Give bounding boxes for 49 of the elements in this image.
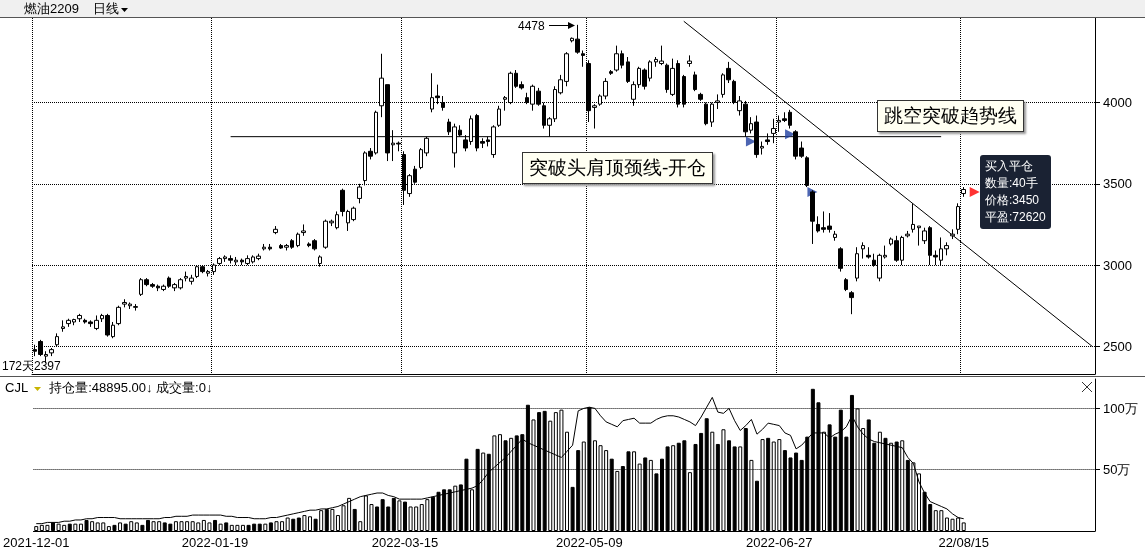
candlestick [116, 305, 121, 326]
y-tick-label: 3000 [1103, 257, 1132, 273]
candlestick [861, 241, 865, 260]
x-tick-label: 22/08/15 [938, 535, 990, 550]
candlestick [77, 313, 82, 323]
x-tick-label: 2022-06-27 [746, 535, 813, 550]
annotation: 突破头肩顶颈线-开仓 [522, 152, 714, 184]
candlestick [609, 69, 613, 76]
y-tick-label: 100万 [1103, 400, 1138, 416]
candlestick [301, 223, 306, 237]
y-tick-label: 50万 [1103, 462, 1131, 478]
candlestick [693, 71, 697, 92]
chart-title: CJL [5, 380, 29, 395]
candlestick [626, 56, 630, 84]
candlestick [905, 230, 910, 238]
annotation: 跳空突破趋势线 [877, 100, 1024, 132]
candlestick [911, 202, 915, 234]
candlestick [810, 189, 815, 245]
candlestick [844, 277, 848, 292]
annotation: 价格:3450 [985, 192, 1041, 209]
candlestick [262, 243, 266, 251]
candlestick [950, 228, 955, 240]
annotation: 4478 [518, 19, 545, 33]
x-tick-label: 2021-12-01 [3, 535, 70, 550]
candlestick [687, 54, 692, 68]
candlestick [273, 225, 278, 235]
x-tick-label: 2022-05-09 [556, 535, 623, 550]
y-tick-label: 2500 [1103, 338, 1132, 354]
chart-title: 燃油2209 [24, 1, 79, 16]
annotation: 数量:40手 [985, 175, 1039, 192]
candlestick [849, 290, 854, 315]
candlestick [49, 347, 54, 357]
candlestick [917, 225, 921, 247]
candlestick [268, 243, 272, 251]
annotation: 买入平仓 [985, 158, 1034, 175]
y-tick-label: 4000 [1103, 95, 1132, 111]
annotation: 平盈:72620 [985, 209, 1046, 226]
point [969, 186, 980, 197]
candlestick [133, 303, 138, 312]
y-tick-label: 3500 [1103, 176, 1132, 192]
candlestick [61, 319, 65, 333]
chart-subtitle: 持仓量:48895.00↓ 成交量:0↓ [49, 380, 213, 395]
candlestick [296, 232, 300, 248]
candlestick [866, 246, 871, 260]
x-tick-label: 2022-03-15 [371, 535, 439, 550]
candlestick [833, 230, 837, 242]
x-tick-label: 2022-01-19 [181, 535, 249, 550]
candlestick [497, 105, 501, 128]
chart-subtitle: 日线 [92, 1, 119, 16]
